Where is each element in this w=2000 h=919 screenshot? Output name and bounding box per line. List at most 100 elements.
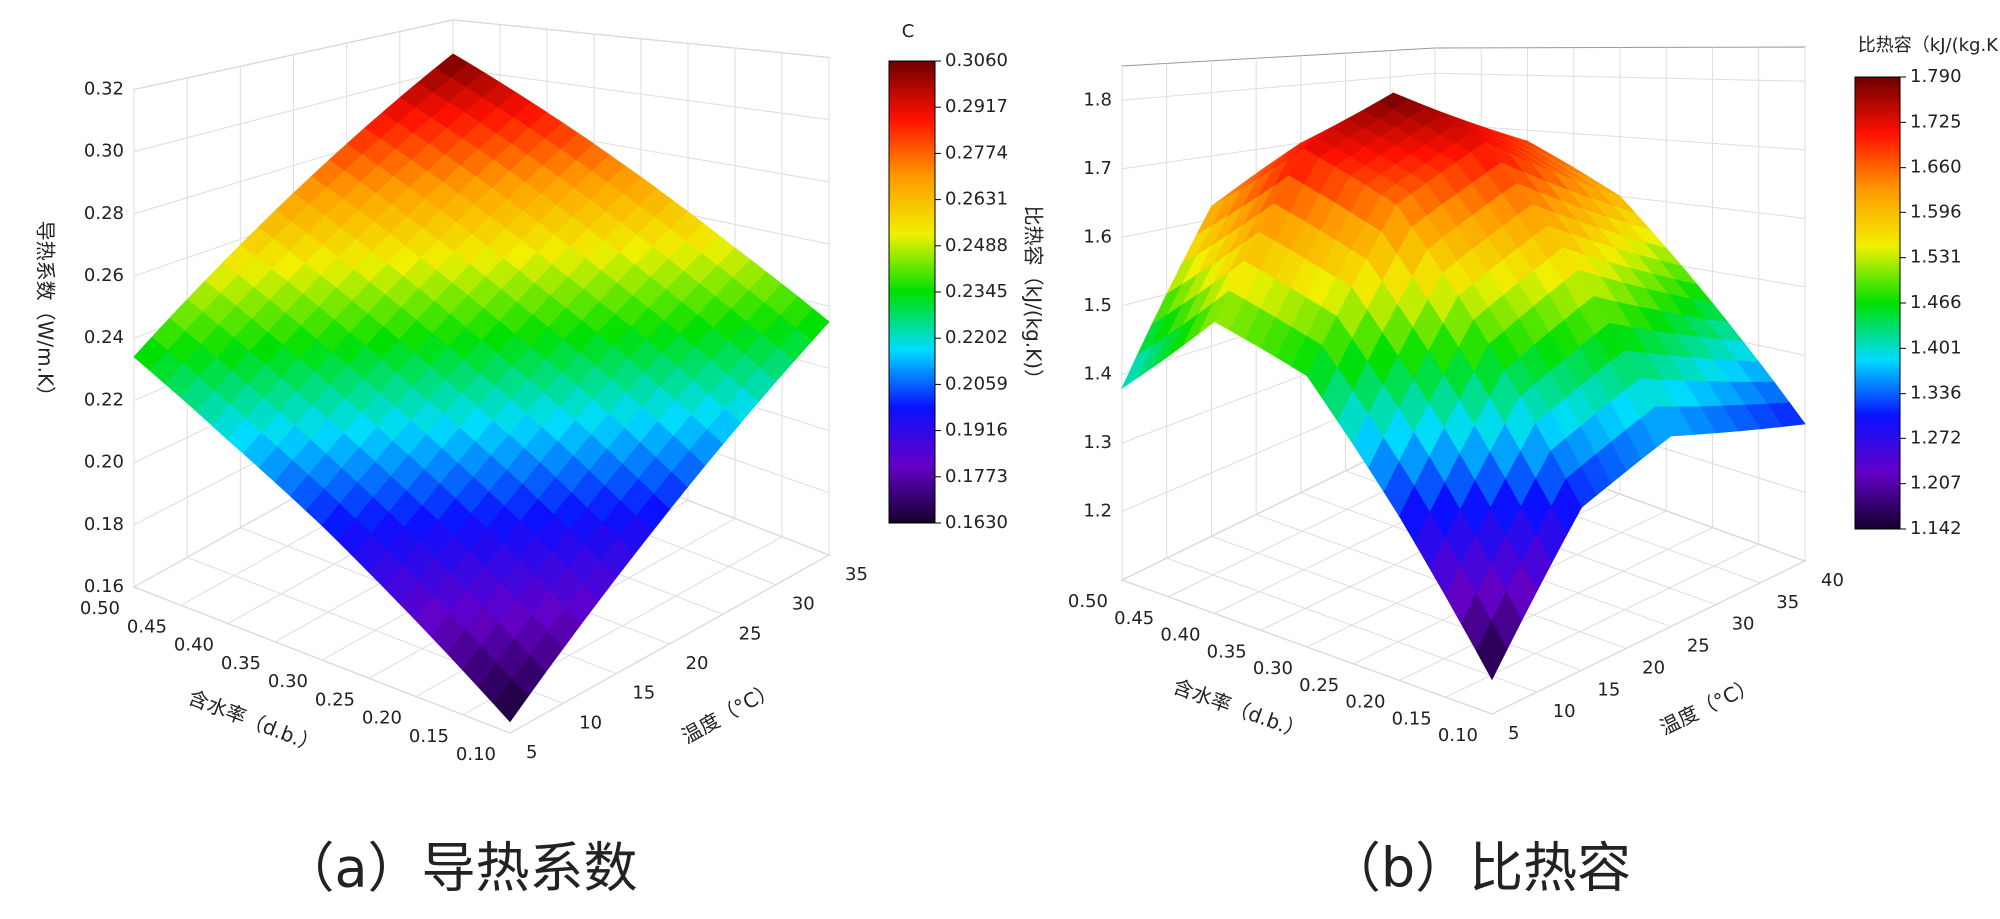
y-tick-label: 5	[1508, 723, 1519, 744]
colorbar-tick-label: 1.660	[1910, 157, 1962, 178]
grid-line	[133, 68, 454, 153]
surface-chart: 0.10 0.15 0.20 0.25 0.30 0.35 0.40 0.45 0.50 5 10 1…	[1022, 35, 2000, 900]
x-tick-label: 0.40	[174, 635, 214, 656]
colorbar-tick-label: 0.2059	[945, 373, 1008, 394]
colorbar-tick-label: 1.336	[1910, 383, 1962, 404]
colorbar-tick-label: 1.401	[1910, 337, 1962, 358]
y-tick-label: 35	[1776, 592, 1799, 613]
colorbar-tick-label: 0.2917	[945, 96, 1008, 117]
grid-line	[1121, 72, 1436, 101]
colorbar-tick-label: 1.272	[1910, 427, 1962, 448]
y-tick-label: 10	[579, 712, 602, 733]
x-tick-label: 0.15	[1392, 708, 1432, 729]
y-tick-label: 35	[845, 564, 868, 585]
colorbar-tick-label: 0.2774	[945, 142, 1008, 163]
colorbar-title: C	[902, 21, 915, 42]
z-tick-label: 0.30	[84, 141, 124, 162]
z-axis-label: 比热容（kJ/(kg.K)）	[1022, 206, 1046, 390]
z-tick-label: 0.16	[84, 576, 124, 597]
x-tick-label: 0.10	[1438, 725, 1478, 746]
surface-chart: 0.10 0.15 0.20 0.25 0.30 0.35 0.40 0.45 0.50 5 10 1…	[34, 19, 1008, 900]
colorbar-tick-label: 1.207	[1910, 473, 1962, 494]
colorbar-tick-label: 0.1916	[945, 420, 1008, 441]
colorbar-tick-label: 0.1773	[945, 466, 1008, 487]
z-tick-label: 1.3	[1083, 432, 1112, 453]
colorbar-tick-label: 0.2631	[945, 189, 1008, 210]
grid-line	[1434, 123, 1806, 151]
x-axis-label: 含水率（d.b.）	[185, 685, 322, 757]
y-tick-label: 15	[1597, 679, 1620, 700]
z-tick-label: 1.6	[1083, 226, 1112, 247]
x-tick-label: 0.25	[315, 689, 355, 710]
colorbar	[888, 60, 936, 524]
y-tick-label: 30	[792, 594, 815, 615]
z-tick-label: 0.20	[84, 452, 124, 473]
grid-line	[133, 586, 511, 734]
z-tick-label: 0.26	[84, 265, 124, 286]
x-tick-label: 0.30	[268, 671, 308, 692]
caption: （a）导热系数	[280, 837, 637, 900]
y-tick-label: 25	[1687, 636, 1710, 657]
y-axis-label: 温度（°C）	[1656, 673, 1760, 740]
z-tick-label: 1.7	[1083, 158, 1112, 179]
colorbar-title: 比热容（kJ/(kg.K	[1858, 35, 1999, 56]
grid-line	[1434, 72, 1806, 82]
grid-line	[1491, 560, 1806, 715]
x-axis-label: 含水率（d.b.）	[1170, 674, 1308, 744]
y-tick-label: 25	[739, 623, 762, 644]
x-tick-label: 0.40	[1160, 625, 1200, 646]
x-tick-label: 0.20	[362, 708, 402, 729]
z-tick-label: 1.4	[1083, 363, 1112, 384]
x-tick-label: 0.50	[80, 598, 120, 619]
y-tick-label: 10	[1553, 701, 1576, 722]
z-axis-label: 导热系数（W/m.K）	[34, 221, 58, 406]
colorbar	[1854, 76, 1901, 530]
x-tick-label: 0.35	[1207, 641, 1247, 662]
y-tick-label: 20	[1642, 657, 1665, 678]
y-axis-label: 温度（°C）	[678, 677, 780, 749]
y-tick-label: 5	[526, 742, 537, 763]
caption: （b）比热容	[1327, 837, 1631, 900]
x-tick-label: 0.25	[1299, 675, 1339, 696]
y-tick-label: 15	[632, 683, 655, 704]
colorbar-tick-label: 1.790	[1910, 66, 1962, 87]
colorbar-tick-label: 0.2345	[945, 281, 1008, 302]
x-tick-label: 0.45	[127, 616, 167, 637]
z-tick-label: 0.22	[84, 389, 124, 410]
colorbar-tick-label: 0.2488	[945, 235, 1008, 256]
x-tick-label: 0.10	[456, 744, 496, 765]
surface-patch	[1476, 620, 1508, 681]
z-tick-label: 1.5	[1083, 295, 1112, 316]
z-tick-label: 1.8	[1083, 89, 1112, 110]
colorbar-tick-label: 1.596	[1910, 201, 1962, 222]
grid-line	[133, 19, 454, 90]
x-tick-label: 0.30	[1253, 658, 1293, 679]
grid-line	[1166, 557, 1537, 693]
surface-patch	[493, 679, 529, 723]
x-tick-label: 0.45	[1114, 608, 1154, 629]
y-tick-label: 30	[1732, 614, 1755, 635]
colorbar-tick-label: 1.466	[1910, 292, 1962, 313]
y-tick-label: 40	[1821, 570, 1844, 591]
x-tick-label: 0.20	[1345, 692, 1385, 713]
grid-line	[452, 19, 830, 58]
x-tick-label: 0.50	[1068, 591, 1108, 612]
colorbar-tick-label: 0.1630	[945, 512, 1008, 533]
z-tick-label: 0.28	[84, 203, 124, 224]
colorbar-tick-label: 1.725	[1910, 111, 1962, 132]
z-tick-label: 0.24	[84, 327, 124, 348]
y-tick-label: 20	[686, 653, 709, 674]
colorbar-tick-label: 0.2202	[945, 327, 1008, 348]
z-tick-label: 0.18	[84, 514, 124, 535]
grid-line	[1445, 543, 1759, 698]
colorbar-tick-label: 1.142	[1910, 518, 1962, 539]
grid-line	[1211, 535, 1582, 671]
grid-line	[452, 68, 830, 121]
grid-line	[1121, 579, 1493, 715]
colorbar-tick-label: 1.531	[1910, 247, 1962, 268]
x-tick-label: 0.35	[221, 653, 261, 674]
z-tick-label: 1.2	[1083, 500, 1112, 521]
grid-line	[1399, 527, 1713, 681]
